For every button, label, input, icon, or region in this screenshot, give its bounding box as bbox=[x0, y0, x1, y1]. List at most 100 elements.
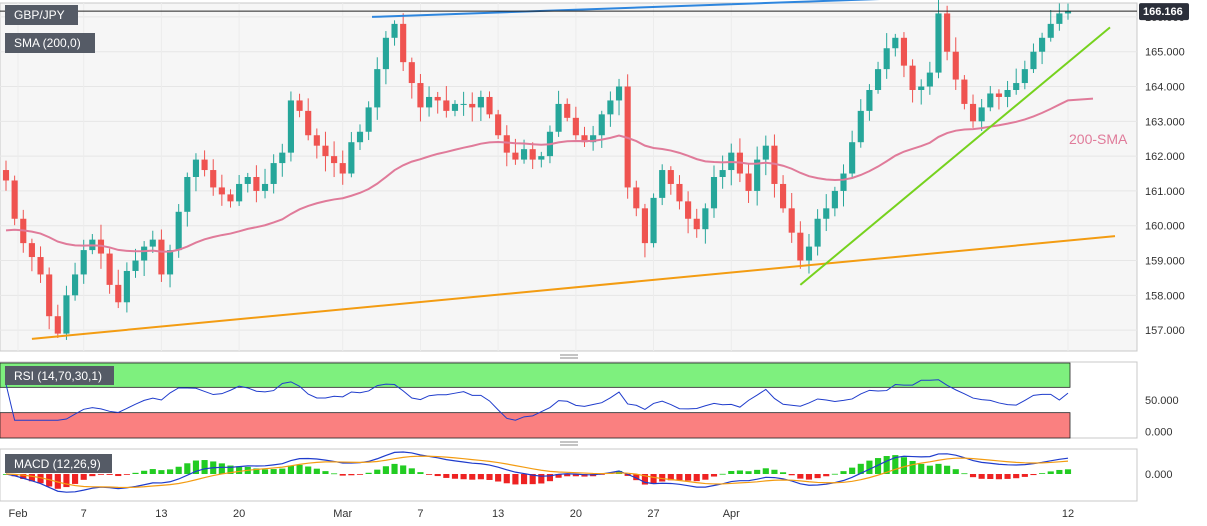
macd-histogram-bar bbox=[710, 474, 718, 477]
candle bbox=[1030, 51, 1037, 70]
candle bbox=[443, 100, 450, 111]
macd-histogram-bar bbox=[512, 474, 519, 485]
pane-splitter-2[interactable] bbox=[560, 441, 578, 446]
candle bbox=[46, 274, 53, 317]
macd-histogram-bar bbox=[1030, 474, 1037, 476]
macd-histogram-bar bbox=[382, 466, 389, 474]
macd-histogram-bar bbox=[831, 473, 838, 475]
candle bbox=[710, 177, 718, 209]
symbol-legend[interactable]: GBP/JPY bbox=[5, 5, 78, 25]
macd-histogram-bar bbox=[572, 474, 579, 477]
candle bbox=[555, 103, 562, 132]
candle bbox=[564, 103, 571, 118]
candle bbox=[572, 117, 579, 136]
candle bbox=[641, 208, 648, 244]
candle bbox=[754, 159, 761, 191]
candle bbox=[961, 79, 968, 104]
macd-histogram-bar bbox=[918, 463, 925, 474]
candle bbox=[374, 69, 381, 108]
y-tick-label: 165.000 bbox=[1145, 47, 1185, 59]
candle bbox=[780, 183, 787, 209]
sma-legend-label: SMA (200,0) bbox=[14, 36, 81, 50]
candle bbox=[952, 51, 959, 80]
macd-histogram bbox=[2, 455, 1072, 489]
candle bbox=[762, 145, 769, 160]
macd-histogram-bar bbox=[253, 468, 260, 474]
macd-histogram-bar bbox=[849, 467, 856, 474]
macd-histogram-bar bbox=[63, 474, 70, 488]
candle bbox=[210, 170, 217, 188]
macd-histogram-bar bbox=[650, 474, 657, 485]
candle bbox=[227, 194, 234, 202]
macd-histogram-bar bbox=[123, 474, 130, 475]
rsi-y-axis: 0.000 50.000 bbox=[1145, 395, 1179, 439]
candle bbox=[900, 37, 908, 66]
macd-histogram-bar bbox=[175, 466, 182, 474]
candle bbox=[115, 284, 122, 303]
x-tick-label: 20 bbox=[233, 508, 245, 520]
candle bbox=[477, 96, 484, 108]
macd-histogram-bar bbox=[546, 474, 554, 482]
price-panel[interactable] bbox=[0, 2, 1138, 352]
candle bbox=[615, 86, 623, 101]
macd-histogram-bar bbox=[451, 474, 459, 479]
candle bbox=[63, 295, 70, 334]
candle bbox=[11, 180, 18, 219]
candle bbox=[426, 96, 433, 108]
macd-legend-label: MACD (12,26,9) bbox=[14, 457, 101, 471]
candle bbox=[1021, 69, 1028, 84]
rsi-legend[interactable]: RSI (14,70,30,1) bbox=[5, 366, 114, 385]
candle bbox=[365, 107, 372, 132]
candle bbox=[771, 145, 778, 184]
macd-histogram-bar bbox=[676, 474, 683, 481]
macd-histogram-bar bbox=[184, 463, 191, 474]
candle bbox=[279, 152, 286, 164]
pane-splitter-1[interactable] bbox=[560, 354, 578, 359]
macd-y-tick-label: 0.000 bbox=[1145, 469, 1173, 481]
macd-histogram-bar bbox=[797, 474, 804, 479]
candle bbox=[512, 152, 519, 160]
candle bbox=[408, 62, 415, 84]
x-tick-label: Apr bbox=[723, 508, 740, 520]
macd-histogram-bar bbox=[469, 474, 476, 480]
candle bbox=[1064, 11, 1072, 14]
candle bbox=[166, 250, 174, 275]
y-tick-label: 163.000 bbox=[1145, 116, 1185, 128]
x-tick-label: 13 bbox=[155, 508, 167, 520]
macd-histogram-bar bbox=[745, 471, 752, 474]
macd-histogram-bar bbox=[814, 474, 821, 479]
candle bbox=[175, 211, 182, 251]
macd-histogram-bar bbox=[72, 474, 79, 484]
macd-histogram-bar bbox=[201, 460, 208, 474]
macd-histogram-bar bbox=[1004, 474, 1011, 479]
candle bbox=[633, 187, 640, 209]
macd-histogram-bar bbox=[969, 474, 977, 478]
macd-histogram-bar bbox=[805, 474, 813, 480]
candle bbox=[650, 197, 657, 244]
candle bbox=[1047, 23, 1054, 38]
macd-histogram-bar bbox=[287, 465, 294, 474]
macd-histogram-bar bbox=[400, 465, 407, 474]
macd-histogram-bar bbox=[900, 457, 908, 474]
macd-histogram-bar bbox=[883, 456, 890, 474]
rsi-zones bbox=[0, 362, 1071, 439]
sma-legend[interactable]: SMA (200,0) bbox=[5, 33, 95, 53]
macd-legend[interactable]: MACD (12,26,9) bbox=[5, 454, 112, 473]
candle bbox=[391, 23, 398, 38]
candle bbox=[840, 173, 847, 191]
candle bbox=[857, 110, 864, 143]
macd-histogram-bar bbox=[356, 474, 364, 475]
macd-histogram-bar bbox=[495, 474, 502, 482]
candle bbox=[54, 316, 61, 334]
candle bbox=[261, 183, 269, 191]
candle bbox=[141, 246, 148, 261]
macd-histogram-bar bbox=[719, 473, 726, 475]
x-tick-label: 7 bbox=[417, 508, 423, 520]
x-tick-label: 20 bbox=[570, 508, 582, 520]
candle bbox=[460, 103, 467, 105]
macd-histogram-bar bbox=[641, 474, 648, 485]
x-tick-label: 27 bbox=[647, 508, 659, 520]
macd-histogram-bar bbox=[667, 474, 674, 481]
candle bbox=[270, 163, 277, 184]
